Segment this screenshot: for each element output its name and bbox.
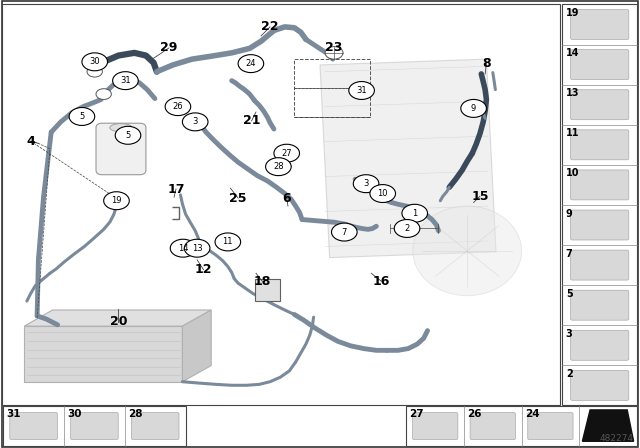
Circle shape — [170, 101, 186, 112]
Text: 14: 14 — [566, 48, 579, 58]
Circle shape — [402, 204, 428, 222]
FancyBboxPatch shape — [96, 123, 146, 175]
Polygon shape — [24, 310, 211, 326]
Circle shape — [349, 82, 374, 99]
Circle shape — [182, 113, 208, 131]
Circle shape — [96, 89, 111, 99]
FancyBboxPatch shape — [571, 130, 628, 160]
Text: 27: 27 — [410, 409, 424, 419]
Text: 18: 18 — [253, 275, 271, 288]
Circle shape — [113, 72, 138, 90]
Circle shape — [325, 47, 343, 59]
Text: 482274: 482274 — [600, 434, 634, 443]
Text: 25: 25 — [229, 191, 247, 205]
Text: 11: 11 — [223, 237, 233, 246]
FancyBboxPatch shape — [571, 170, 628, 200]
Text: 28: 28 — [273, 162, 284, 171]
Text: 13: 13 — [192, 244, 202, 253]
FancyBboxPatch shape — [70, 413, 118, 439]
Text: 28: 28 — [128, 409, 143, 419]
Circle shape — [274, 144, 300, 162]
Text: 15: 15 — [471, 190, 489, 203]
Polygon shape — [182, 310, 211, 382]
Text: 19: 19 — [566, 8, 579, 18]
Text: 26: 26 — [467, 409, 482, 419]
Text: 19: 19 — [111, 196, 122, 205]
Circle shape — [354, 85, 369, 96]
Polygon shape — [582, 410, 634, 441]
FancyBboxPatch shape — [2, 4, 560, 405]
Circle shape — [170, 239, 196, 257]
Text: 7: 7 — [566, 249, 573, 258]
Text: 27: 27 — [282, 149, 292, 158]
Text: 17: 17 — [167, 182, 185, 196]
FancyBboxPatch shape — [131, 413, 179, 439]
Text: 5: 5 — [566, 289, 573, 299]
Text: 8: 8 — [482, 57, 491, 70]
Text: 10: 10 — [378, 189, 388, 198]
Text: 20: 20 — [109, 315, 127, 328]
FancyBboxPatch shape — [571, 50, 628, 80]
FancyBboxPatch shape — [571, 370, 628, 401]
FancyBboxPatch shape — [571, 330, 628, 360]
Text: 7: 7 — [342, 228, 347, 237]
FancyBboxPatch shape — [571, 250, 628, 280]
Circle shape — [184, 239, 210, 257]
FancyBboxPatch shape — [571, 9, 628, 39]
Text: 12: 12 — [195, 263, 212, 276]
Text: 24: 24 — [246, 59, 256, 68]
Circle shape — [461, 99, 486, 117]
Text: 26: 26 — [173, 102, 183, 111]
Text: 9: 9 — [471, 104, 476, 113]
Text: 5: 5 — [79, 112, 84, 121]
Circle shape — [69, 108, 95, 125]
FancyBboxPatch shape — [562, 4, 637, 405]
Text: 31: 31 — [6, 409, 21, 419]
Text: 5: 5 — [125, 131, 131, 140]
Text: 2: 2 — [566, 369, 573, 379]
Text: 11: 11 — [566, 128, 579, 138]
Text: 3: 3 — [566, 329, 573, 339]
FancyBboxPatch shape — [413, 413, 458, 439]
Circle shape — [353, 175, 379, 193]
Circle shape — [332, 223, 357, 241]
Text: 22: 22 — [261, 20, 279, 34]
FancyBboxPatch shape — [255, 279, 280, 301]
Circle shape — [243, 57, 259, 68]
Text: 6: 6 — [282, 191, 291, 205]
Circle shape — [466, 103, 481, 114]
Circle shape — [115, 126, 141, 144]
Text: 4: 4 — [26, 134, 35, 148]
Circle shape — [370, 185, 396, 202]
Text: 10: 10 — [566, 168, 579, 178]
FancyBboxPatch shape — [3, 406, 186, 446]
Text: 16: 16 — [372, 275, 390, 288]
Text: 30: 30 — [67, 409, 82, 419]
FancyBboxPatch shape — [470, 413, 515, 439]
Text: 31: 31 — [120, 76, 131, 85]
Text: 23: 23 — [325, 40, 343, 54]
Text: 3: 3 — [364, 179, 369, 188]
Text: 1: 1 — [412, 209, 417, 218]
Circle shape — [238, 55, 264, 73]
Text: 9: 9 — [566, 209, 573, 219]
Circle shape — [266, 158, 291, 176]
FancyBboxPatch shape — [571, 210, 628, 240]
Text: 29: 29 — [160, 41, 178, 55]
Circle shape — [82, 53, 108, 71]
Circle shape — [165, 98, 191, 116]
Circle shape — [394, 220, 420, 237]
Polygon shape — [320, 59, 496, 258]
FancyBboxPatch shape — [10, 413, 58, 439]
Text: 30: 30 — [90, 57, 100, 66]
FancyBboxPatch shape — [406, 406, 637, 446]
Text: 31: 31 — [356, 86, 367, 95]
Text: 13: 13 — [566, 88, 579, 98]
Text: 24: 24 — [525, 409, 540, 419]
Text: 3: 3 — [193, 117, 198, 126]
Circle shape — [104, 192, 129, 210]
FancyBboxPatch shape — [571, 290, 628, 320]
Polygon shape — [24, 326, 182, 382]
FancyBboxPatch shape — [528, 413, 573, 439]
